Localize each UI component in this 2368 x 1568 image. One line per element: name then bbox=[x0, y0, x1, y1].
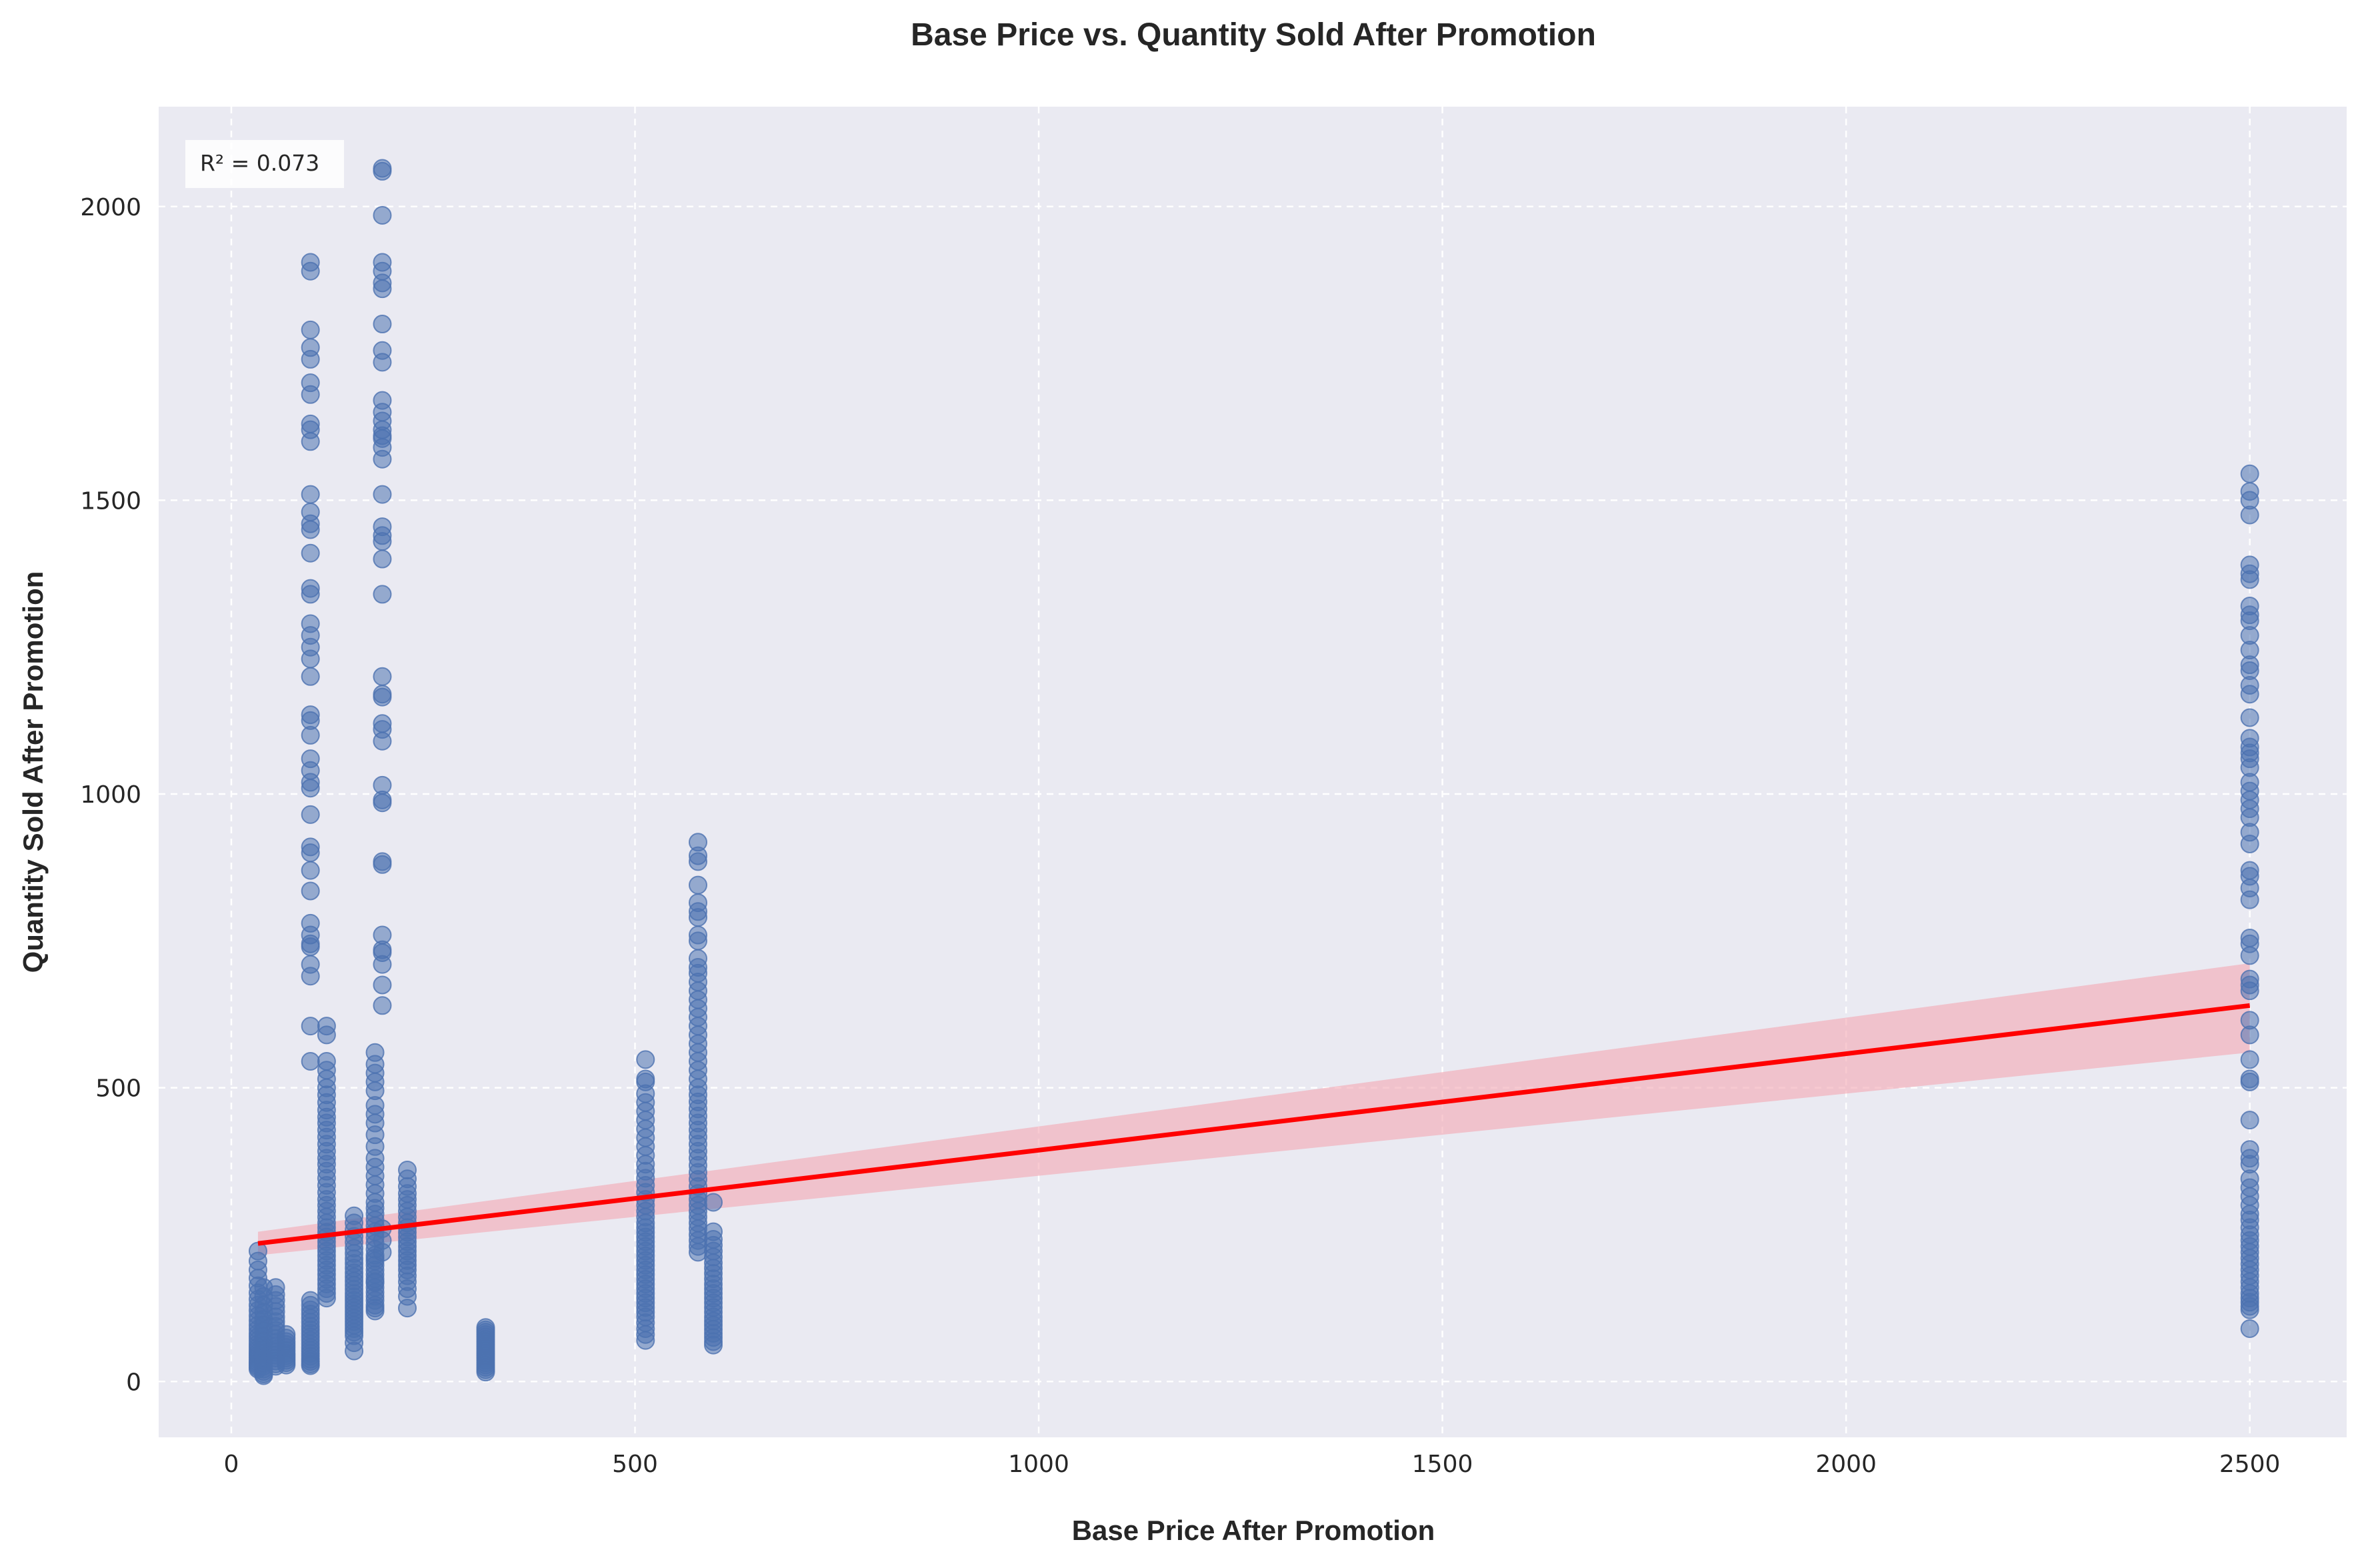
scatter-point bbox=[688, 852, 707, 871]
regression-line bbox=[257, 1003, 2251, 1246]
scatter-point bbox=[301, 779, 320, 798]
scatter-point bbox=[2240, 570, 2259, 589]
scatter-point bbox=[398, 1299, 417, 1318]
scatter-point bbox=[2240, 1319, 2259, 1338]
scatter-point bbox=[301, 937, 320, 957]
regression-line-layer bbox=[257, 1003, 2251, 1246]
scatter-point bbox=[636, 1331, 655, 1350]
tick-labels: 0 500 1000 1500 2000 2500 0 500 1000 1500 2000 bbox=[80, 194, 2280, 1478]
scatter-point bbox=[373, 667, 392, 686]
scatter-point bbox=[373, 687, 392, 707]
scatter-point bbox=[2240, 505, 2259, 525]
scatter-point bbox=[301, 861, 320, 880]
scatter-point bbox=[373, 731, 392, 751]
scatter-point bbox=[373, 353, 392, 372]
scatter-point bbox=[2240, 1050, 2259, 1069]
x-tick-label: 2000 bbox=[1815, 1451, 1877, 1478]
scatter-point bbox=[2240, 464, 2259, 483]
scatter-point bbox=[2240, 708, 2259, 727]
scatter-point bbox=[373, 279, 392, 299]
scatter-point bbox=[2240, 1072, 2259, 1091]
scatter-point bbox=[365, 1272, 385, 1291]
scatter-point bbox=[301, 967, 320, 986]
scatter-point bbox=[301, 667, 320, 686]
scatter-point bbox=[373, 996, 392, 1015]
scatter-point bbox=[277, 1355, 296, 1375]
scatter-point bbox=[373, 955, 392, 974]
scatter-point bbox=[636, 1050, 655, 1069]
scatter-point bbox=[2240, 981, 2259, 1001]
scatter-point bbox=[301, 385, 320, 404]
scatter-point bbox=[345, 1341, 364, 1361]
y-tick-label: 2000 bbox=[80, 194, 141, 221]
r-squared-annotation: R² = 0.073 bbox=[200, 150, 319, 176]
scatter-point bbox=[373, 585, 392, 604]
scatter-point bbox=[2240, 685, 2259, 704]
r-squared-box bbox=[185, 140, 344, 188]
y-tick-label: 1500 bbox=[80, 487, 141, 515]
scatter-point bbox=[373, 1243, 392, 1262]
scatter-point bbox=[301, 649, 320, 669]
scatter-point bbox=[2240, 890, 2259, 909]
scatter-point bbox=[688, 931, 707, 951]
scatter-point bbox=[301, 520, 320, 539]
x-tick-label: 1500 bbox=[1412, 1451, 1473, 1478]
scatter-point bbox=[373, 485, 392, 504]
scatter-point bbox=[301, 261, 320, 281]
scatter-point bbox=[365, 1301, 385, 1321]
y-tick-label: 500 bbox=[95, 1075, 141, 1103]
scatter-point bbox=[2240, 1300, 2259, 1319]
scatter-point bbox=[373, 161, 392, 181]
scatter-point bbox=[2240, 946, 2259, 965]
scatter-point bbox=[301, 1052, 320, 1071]
scatter-point bbox=[301, 543, 320, 563]
scatter-point bbox=[301, 1356, 320, 1375]
scatter-point bbox=[301, 349, 320, 369]
scatter-point bbox=[476, 1363, 495, 1382]
chart-title: Base Price vs. Quantity Sold After Promo… bbox=[911, 17, 1596, 53]
scatter-point bbox=[301, 320, 320, 339]
scatter-point bbox=[301, 585, 320, 604]
scatter-point bbox=[2240, 1025, 2259, 1045]
scatter-point bbox=[301, 805, 320, 824]
y-tick-label: 1000 bbox=[80, 781, 141, 809]
y-axis-label: Quantity Sold After Promotion bbox=[17, 571, 49, 973]
x-tick-label: 0 bbox=[224, 1451, 239, 1478]
scatter-point bbox=[301, 432, 320, 451]
x-tick-label: 1000 bbox=[1008, 1451, 1069, 1478]
scatter-point bbox=[373, 793, 392, 813]
x-tick-label: 500 bbox=[612, 1451, 658, 1478]
scatter-point bbox=[301, 843, 320, 863]
scatter-point bbox=[2240, 834, 2259, 853]
scatter-point bbox=[373, 532, 392, 551]
scatter-point bbox=[688, 875, 707, 895]
scatter-point bbox=[317, 1025, 336, 1045]
scatter-point bbox=[373, 549, 392, 569]
scatter-point bbox=[373, 315, 392, 334]
scatter-point bbox=[301, 881, 320, 901]
scatter-point bbox=[373, 206, 392, 225]
scatter-point bbox=[373, 855, 392, 874]
scatter-points bbox=[248, 159, 2259, 1385]
scatter-point bbox=[301, 485, 320, 504]
x-tick-label: 2500 bbox=[2219, 1451, 2281, 1478]
scatter-point bbox=[373, 975, 392, 995]
y-tick-label: 0 bbox=[126, 1369, 141, 1396]
x-axis-label: Base Price After Promotion bbox=[1072, 1515, 1435, 1546]
scatter-point bbox=[688, 908, 707, 927]
plot-area bbox=[159, 107, 2347, 1437]
scatter-point bbox=[301, 725, 320, 745]
scatter-point bbox=[301, 1017, 320, 1036]
scatter-point bbox=[704, 1193, 723, 1212]
scatter-point bbox=[317, 1289, 336, 1308]
scatter-point bbox=[373, 449, 392, 469]
scatter-point bbox=[2240, 1111, 2259, 1130]
scatter-point bbox=[704, 1335, 723, 1355]
